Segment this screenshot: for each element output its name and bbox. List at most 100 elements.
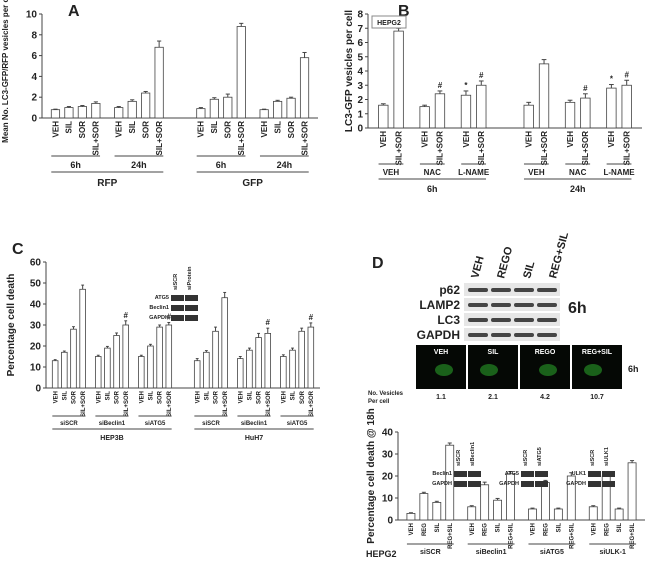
bar — [127, 100, 137, 119]
group-label: 6h — [216, 160, 227, 170]
x-tick-label: SOR — [72, 390, 78, 404]
x-tick-label: VEH — [420, 131, 429, 148]
x-tick-label: REG+SIL — [448, 523, 454, 549]
bar — [299, 57, 310, 119]
micrograph-time: 6h — [628, 364, 639, 374]
x-tick-label: VEH — [281, 391, 287, 403]
bar — [606, 87, 617, 129]
blot-band — [514, 333, 534, 337]
inset-column-label: siSCR — [456, 450, 462, 466]
y-tick-label: 10 — [382, 494, 394, 505]
significance-mark: # — [583, 84, 588, 93]
micrograph-label: REGO — [535, 349, 556, 356]
bar — [280, 356, 287, 389]
blot-band — [537, 288, 557, 292]
y-axis-label: LC3-GFP vesicles per cell — [344, 10, 355, 132]
bar — [196, 108, 206, 119]
note: HEPG2 — [366, 549, 397, 559]
x-tick-label: SIL+SOR — [581, 131, 590, 166]
y-tick-label: 60 — [30, 258, 42, 269]
cell-image — [584, 364, 602, 376]
x-tick-label: SIL — [248, 391, 254, 401]
blot-band — [491, 288, 511, 292]
blot-band — [185, 295, 198, 301]
y-tick-label: 40 — [30, 300, 42, 311]
x-tick-label: SOR — [78, 121, 87, 139]
y-tick-label: 4 — [31, 72, 37, 83]
group-label: 24h — [131, 160, 147, 170]
blot-row-label: p62 — [439, 283, 460, 297]
x-tick-label: SIL+SOR — [540, 131, 549, 166]
x-tick-label: SOR — [257, 390, 263, 404]
significance-mark: # — [479, 71, 484, 80]
blot-band — [468, 481, 481, 487]
x-tick-label: VEH — [115, 121, 124, 138]
group-label: siSCR — [202, 421, 220, 427]
group-label: NAC — [424, 168, 442, 177]
bar — [212, 330, 219, 389]
x-tick-label: VEH — [525, 131, 534, 148]
blot-band — [491, 333, 511, 337]
x-tick-label: SIL — [291, 391, 297, 401]
blot-band — [185, 305, 198, 311]
x-tick-label: SIL+SOR — [92, 121, 101, 156]
blot-strip — [464, 313, 560, 326]
group-label: siBeclin1 — [476, 549, 507, 556]
x-tick-label: REG+SIL — [630, 523, 636, 549]
bar — [406, 513, 416, 521]
x-tick-label: SIL+SOR — [124, 390, 130, 417]
bar — [246, 349, 253, 389]
significance-mark: # — [123, 311, 128, 320]
blot-band — [454, 471, 467, 477]
y-tick-label: 2 — [357, 95, 363, 106]
bar — [70, 328, 77, 389]
bar — [255, 337, 262, 389]
x-tick-label: REG — [422, 523, 428, 536]
x-tick-label: SIL — [65, 121, 74, 134]
caption: Per cell — [368, 399, 390, 405]
vesicle-count: 1.1 — [436, 394, 446, 401]
inset-column-label: siSCR — [590, 450, 596, 466]
x-tick-label: VEH — [591, 523, 597, 535]
blot-time: 6h — [568, 300, 587, 317]
group-label: siULK-1 — [599, 549, 626, 556]
panel-label: A — [68, 3, 80, 20]
blot-band — [521, 471, 534, 477]
x-tick-label: SOR — [214, 390, 220, 404]
inset-column-label: siULK1 — [604, 447, 610, 466]
bar — [94, 356, 102, 389]
y-tick-label: 3 — [357, 81, 363, 92]
blot-band — [171, 295, 184, 301]
blot-band — [588, 471, 601, 477]
x-tick-label: VEH — [96, 391, 102, 403]
note: HEPG2 — [377, 20, 401, 27]
inset-row-label: ULK1 — [572, 471, 586, 477]
group-label: L-NAME — [458, 168, 490, 177]
panel-label: D — [372, 255, 384, 272]
bar — [580, 97, 591, 129]
bar — [467, 506, 477, 521]
significance-mark: # — [309, 313, 314, 322]
group-label: 6h — [70, 160, 81, 170]
inset-row-label: GAPDH — [149, 315, 169, 321]
y-tick-label: 2 — [31, 93, 37, 104]
blot-column-label: SIL — [521, 260, 537, 280]
blot-band — [491, 303, 511, 307]
bar — [165, 324, 173, 389]
bar — [77, 106, 87, 119]
x-tick-label: SOR — [287, 121, 296, 139]
x-tick-label: SIL+SOR — [477, 131, 486, 166]
x-tick-label: SOR — [141, 121, 150, 139]
x-tick-label: VEH — [462, 131, 471, 148]
bar — [480, 484, 490, 521]
bar — [147, 345, 154, 389]
y-tick-label: 10 — [26, 10, 38, 21]
x-tick-label: SIL+SOR — [300, 121, 309, 156]
x-tick-label: SIL+SOR — [237, 121, 246, 156]
cell-image — [480, 364, 498, 376]
x-tick-label: SOR — [300, 390, 306, 404]
y-axis-label: Percentage cell death — [6, 274, 17, 377]
blot-strip — [464, 328, 560, 341]
y-axis-label: Mean No. LC3-GFP/RFP vesicles per cell — [1, 0, 10, 143]
